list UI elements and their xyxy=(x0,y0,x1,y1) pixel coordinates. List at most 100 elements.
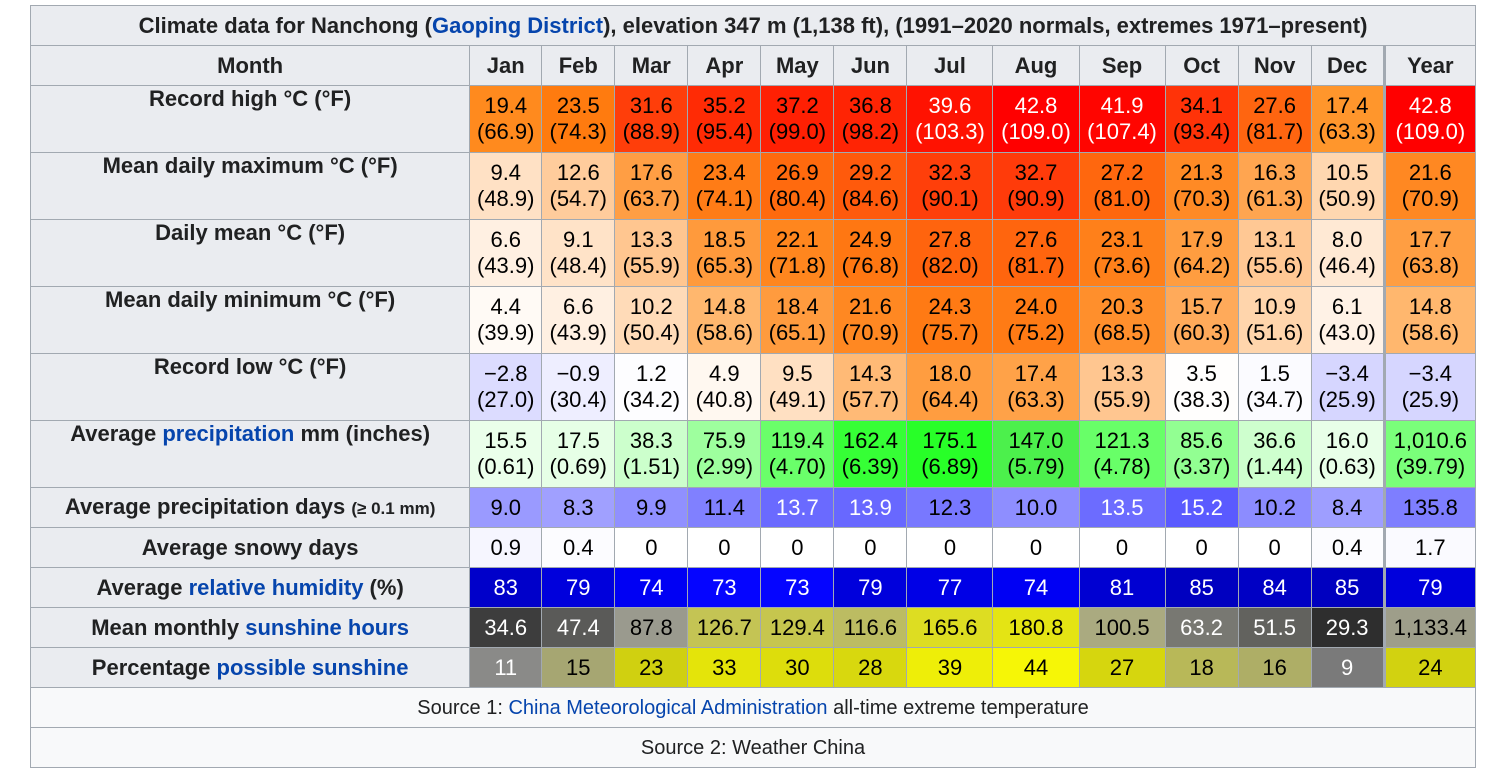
cell-value: 42.8 xyxy=(1408,93,1452,118)
cell-value: 0 xyxy=(1268,534,1281,560)
table-cell: 22.1 (71.8) xyxy=(760,219,835,287)
table-cell: −2.8 (27.0) xyxy=(469,353,543,421)
cell-value: 81 xyxy=(1109,574,1135,600)
cell-value-fahrenheit: (48.4) xyxy=(549,253,608,278)
table-cell: 1,133.4 xyxy=(1382,607,1477,648)
cell-value: 180.8 xyxy=(1008,614,1064,640)
table-cell: 38.3 (1.51) xyxy=(614,420,689,488)
table-cell: −3.4 (25.9) xyxy=(1382,353,1477,421)
cell-value-fahrenheit: (55.6) xyxy=(1245,253,1304,278)
cell-value: 77 xyxy=(937,574,963,600)
table-cell: 41.9 (107.4) xyxy=(1078,85,1166,153)
table-cell: 8.0 (46.4) xyxy=(1310,219,1385,287)
cell-value-fahrenheit: (63.3) xyxy=(1007,387,1065,412)
cell-value: 8.4 xyxy=(1331,494,1363,520)
table-cell: 24.0 (75.2) xyxy=(992,286,1080,354)
row-label-text: Record low °C (°F) xyxy=(153,354,347,380)
source-1: Source 1: China Meteorological Administr… xyxy=(30,687,1476,728)
table-cell: 15.7 (60.3) xyxy=(1164,286,1239,354)
cell-value-fahrenheit: (43.9) xyxy=(549,320,608,345)
cell-value: 39.6 xyxy=(928,93,972,118)
row-label-link[interactable]: relative humidity xyxy=(188,574,364,600)
cell-value: 116.6 xyxy=(843,614,898,640)
table-cell: 16.3 (61.3) xyxy=(1237,152,1312,220)
cell-value-fahrenheit: (55.9) xyxy=(1093,387,1151,412)
cell-value: 27.8 xyxy=(928,227,972,252)
cell-value-fahrenheit: (81.7) xyxy=(1245,119,1304,144)
cell-value: 27 xyxy=(1109,654,1135,680)
row-label-text: Mean daily maximum °C (°F) xyxy=(102,153,398,179)
table-cell: 175.1 (6.89) xyxy=(906,420,994,488)
table-cell: 75.9 (2.99) xyxy=(687,420,762,488)
table-cell: 16.0 (0.63) xyxy=(1310,420,1385,488)
cell-value: 20.3 xyxy=(1100,294,1144,319)
table-cell: 73 xyxy=(760,567,835,608)
row-label-text: (≥ 0.1 mm) xyxy=(351,498,436,518)
table-row: Average snowy days 0.9 0.4 0 0 0 0 0 0 0 0 0 0.4 1.7 xyxy=(29,527,1477,568)
table-cell: 17.4 (63.3) xyxy=(992,353,1080,421)
table-cell: 0 xyxy=(687,527,762,568)
cell-value-fahrenheit: (43.0) xyxy=(1318,320,1376,345)
cell-value: 73 xyxy=(785,574,810,600)
table-cell: 79 xyxy=(541,567,616,608)
table-cell: 10.9 (51.6) xyxy=(1237,286,1312,354)
table-cell: 9.1 (48.4) xyxy=(541,219,616,287)
source-row: Source 2: Weather China xyxy=(30,727,1476,768)
cell-value-fahrenheit: (0.61) xyxy=(477,454,535,479)
cell-value: 12.3 xyxy=(928,494,972,520)
row-label-text: Average precipitation days xyxy=(64,493,352,519)
table-cell: 0 xyxy=(1164,527,1239,568)
table-cell: 74 xyxy=(992,567,1080,608)
table-cell: 0 xyxy=(992,527,1080,568)
cell-value: 13.3 xyxy=(1100,361,1144,386)
cell-value: 74 xyxy=(639,574,664,600)
table-cell: 23.5 (74.3) xyxy=(541,85,616,153)
title-link-gaoping-district[interactable]: Gaoping District xyxy=(431,12,604,38)
table-cell: 119.4 (4.70) xyxy=(760,420,835,488)
table-cell: 32.3 (90.1) xyxy=(906,152,994,220)
header-row: Month Jan Feb Mar Apr May Jun Jul Aug Sep Oct Nov De… xyxy=(29,45,1477,86)
column-header-nov: Nov xyxy=(1237,45,1312,86)
table-cell: 74 xyxy=(614,567,689,608)
table-cell: 17.7 (63.8) xyxy=(1382,219,1477,287)
cell-value: 10.0 xyxy=(1014,494,1058,520)
table-cell: 81 xyxy=(1078,567,1166,608)
source-link[interactable]: China Meteorological Administration xyxy=(508,696,828,719)
table-cell: 0 xyxy=(833,527,908,568)
row-label: Mean daily minimum °C (°F) xyxy=(29,286,471,354)
cell-value-fahrenheit: (84.6) xyxy=(841,186,900,211)
table-cell: 73 xyxy=(687,567,762,608)
cell-value-fahrenheit: (82.0) xyxy=(921,253,979,278)
column-header-aug: Aug xyxy=(992,45,1080,86)
table-cell: 129.4 xyxy=(760,607,835,648)
cell-value-fahrenheit: (50.9) xyxy=(1318,186,1376,211)
cell-value: 36.8 xyxy=(848,93,892,118)
cell-value-fahrenheit: (90.1) xyxy=(921,186,979,211)
cell-value-fahrenheit: (107.4) xyxy=(1087,119,1157,144)
table-cell: 28 xyxy=(833,647,908,688)
row-label-link[interactable]: possible sunshine xyxy=(216,654,409,680)
cell-value: 10.5 xyxy=(1325,160,1369,185)
table-cell: 0.9 xyxy=(469,527,543,568)
cell-value: 21.6 xyxy=(1408,160,1452,185)
column-header-oct: Oct xyxy=(1164,45,1239,86)
cell-value: 9 xyxy=(1341,654,1354,680)
cell-value-fahrenheit: (75.2) xyxy=(1007,320,1065,345)
cell-value: 8.3 xyxy=(562,494,594,520)
table-cell: 51.5 xyxy=(1237,607,1312,648)
table-cell: 1.7 xyxy=(1382,527,1477,568)
cell-value: 23.4 xyxy=(702,160,746,185)
row-label-text: Mean daily minimum °C (°F) xyxy=(105,287,396,313)
cell-value-fahrenheit: (40.8) xyxy=(695,387,754,412)
row-label-link[interactable]: sunshine hours xyxy=(245,614,410,640)
cell-value: 19.4 xyxy=(484,93,528,118)
table-cell: 26.9 (80.4) xyxy=(760,152,835,220)
table-cell: 0.4 xyxy=(1310,527,1385,568)
table-cell: 9.5 (49.1) xyxy=(760,353,835,421)
row-label-link[interactable]: precipitation xyxy=(162,421,295,447)
row-label: Average precipitation mm (inches) xyxy=(29,420,471,488)
cell-value: 13.1 xyxy=(1253,227,1297,252)
table-cell: 4.4 (39.9) xyxy=(469,286,543,354)
table-cell: 47.4 xyxy=(541,607,616,648)
cell-value: 126.7 xyxy=(696,614,752,640)
